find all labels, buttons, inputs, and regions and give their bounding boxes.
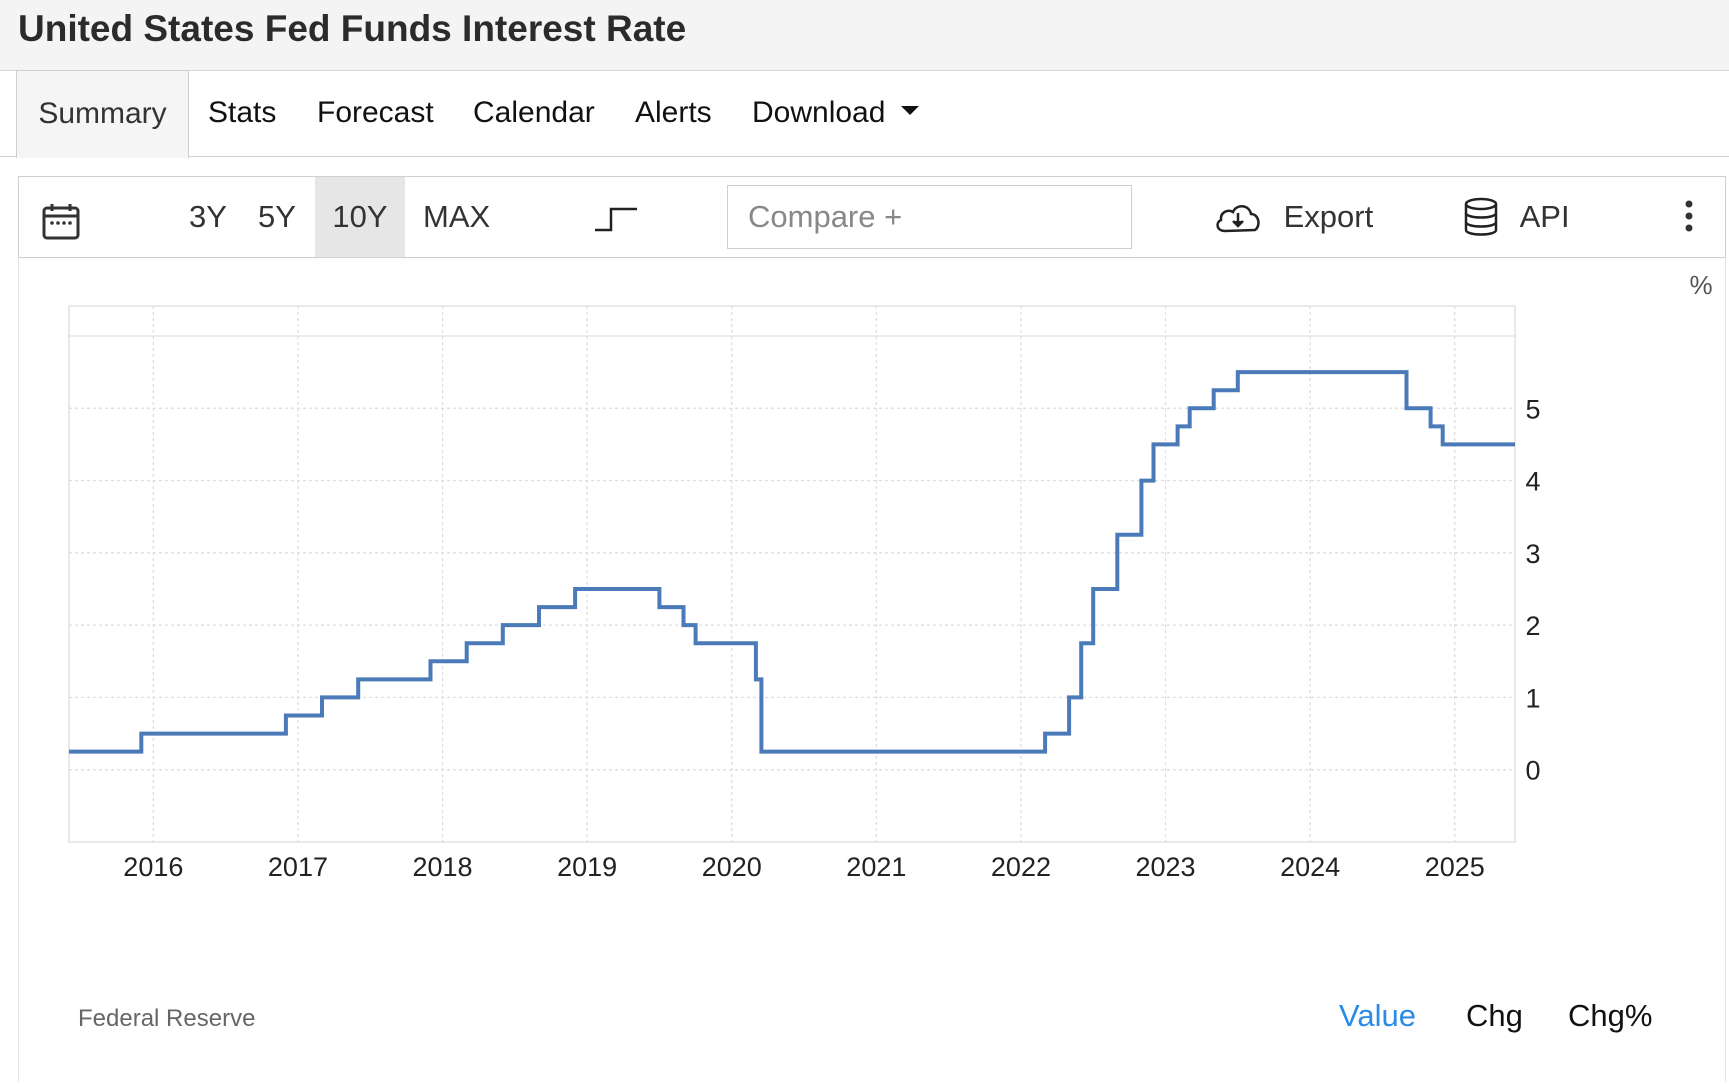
export-label: Export [1283, 199, 1374, 234]
plot-frame [68, 305, 1516, 843]
range-10y-button[interactable]: 10Y [315, 177, 405, 257]
calendar-icon[interactable] [41, 181, 81, 261]
tab-download-label: Download [752, 96, 886, 129]
tab-calendar[interactable]: Calendar [473, 96, 595, 129]
tab-forecast[interactable]: Forecast [317, 96, 434, 129]
tab-download[interactable]: Download [752, 70, 920, 156]
chart-toolbar: 3Y 5Y 10Y MAX Compare + Export API [18, 176, 1726, 258]
tab-bar: Summary Stats Forecast Calendar Alerts D… [0, 70, 1729, 158]
y-tick-label: 2 [1525, 611, 1540, 641]
page-title: United States Fed Funds Interest Rate [18, 8, 687, 49]
api-label: API [1519, 199, 1570, 234]
series-line [69, 370, 1515, 754]
y-tick-label: 0 [1525, 756, 1540, 786]
title-bar: United States Fed Funds Interest Rate [0, 0, 1729, 71]
y-tick-label: 1 [1525, 683, 1540, 713]
chart-svg: 0 1 2 3 4 5 2016 2017 2018 2019 2020 2021 2022 2023 2… [68, 270, 1713, 882]
chevron-down-icon [901, 105, 920, 115]
export-button[interactable]: Export [1213, 177, 1373, 257]
range-5y-button[interactable]: 5Y [258, 199, 296, 234]
x-tick-label: 2017 [268, 852, 328, 882]
x-tick-label: 2016 [123, 852, 183, 882]
tab-alerts[interactable]: Alerts [635, 96, 712, 129]
chart-area: 0 1 2 3 4 5 2016 2017 2018 2019 2020 2021 2022 2023 2… [18, 258, 1726, 1082]
y-tick-label: 3 [1525, 539, 1540, 569]
source-label: Federal Reserve [78, 1005, 256, 1032]
x-tick-label: 2019 [557, 852, 617, 882]
unit-label: % [1689, 270, 1712, 300]
x-tick-label: 2020 [702, 852, 762, 882]
x-tick-label: 2022 [991, 852, 1051, 882]
more-vertical-icon[interactable] [1683, 177, 1695, 257]
tab-summary[interactable]: Summary [16, 70, 189, 158]
x-tick-label: 2025 [1425, 852, 1485, 882]
mode-value-button[interactable]: Value [1339, 998, 1416, 1033]
database-icon [1464, 197, 1498, 236]
x-tick-label: 2021 [846, 852, 906, 882]
tab-stats[interactable]: Stats [208, 96, 277, 129]
y-tick-label: 4 [1525, 467, 1540, 497]
y-tick-label: 5 [1525, 394, 1540, 424]
step-chart-icon[interactable] [593, 177, 639, 257]
x-tick-label: 2024 [1280, 852, 1340, 882]
compare-input[interactable]: Compare + [727, 185, 1132, 249]
mode-chg-button[interactable]: Chg [1466, 998, 1523, 1033]
api-button[interactable]: API [1463, 177, 1570, 257]
x-tick-label: 2023 [1136, 852, 1196, 882]
mode-chg-pct-button[interactable]: Chg% [1568, 998, 1653, 1033]
range-max-button[interactable]: MAX [423, 199, 491, 234]
cloud-download-icon [1216, 205, 1260, 233]
range-3y-button[interactable]: 3Y [189, 199, 227, 234]
x-tick-label: 2018 [413, 852, 473, 882]
